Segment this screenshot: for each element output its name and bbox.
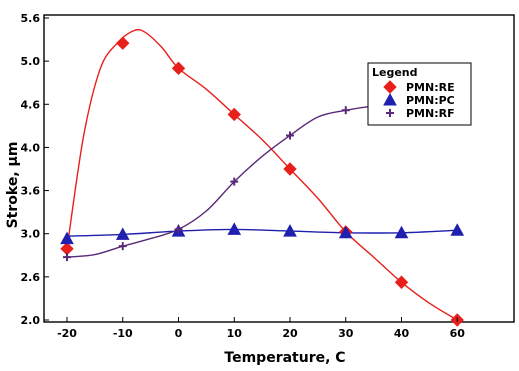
x-axis-label: Temperature, C [224,350,345,366]
data-point-s3-1 [63,253,71,262]
x-axis-ticks: -20 -10 0 10 20 30 40 60 [57,317,465,340]
data-point-s1-5 [283,162,297,176]
y-tick-label: 3.6 [21,185,41,198]
y-axis-ticks: 2.0 2.6 3.0 3.6 4.0 4.6 5.0 5.6 [21,12,49,327]
y-axis-label: Stroke, μm [5,142,21,229]
data-point-s1-4 [227,107,241,122]
x-tick-label: 60 [450,327,466,340]
y-tick-label: 2.6 [21,271,41,284]
data-point-s1-7 [394,275,409,289]
x-tick-label: 20 [282,327,298,340]
y-tick-label: 4.6 [21,98,41,111]
x-tick-label: 40 [394,327,410,340]
data-point-s2-8 [450,223,465,236]
y-tick-label: 2.0 [21,314,41,327]
plot-area-frame [43,14,515,323]
data-point-s2-1 [60,231,74,245]
data-point-s2-4 [227,222,242,235]
legend-label-1: PMN:RE [406,81,455,94]
y-tick-label: 4.0 [21,141,41,154]
data-point-s3-3 [174,225,183,234]
data-point-s2-6 [338,225,353,239]
legend-label-3: PMN:RF [406,107,455,120]
y-tick-label: 5.6 [21,12,41,25]
y-tick-label: 3.0 [21,228,41,241]
y-tick-label: 5.0 [21,55,41,68]
legend-marker-3 [386,109,394,117]
legend-label-2: PMN:PC [406,94,455,107]
data-point-s3-6 [341,106,350,115]
legend-box [367,62,472,126]
x-tick-label: -20 [57,327,77,340]
data-point-s3-5 [286,131,294,140]
data-point-s3-4 [230,177,239,186]
legend-title: Legend [372,66,418,79]
legend-marker-2 [383,92,397,106]
series-line-2 [66,228,458,237]
x-tick-label: 30 [338,327,354,340]
series-markers [60,36,465,327]
data-point-s1-2 [116,36,130,50]
data-point-s2-2 [115,227,130,240]
x-tick-label: 10 [227,327,243,340]
x-tick-label: -10 [113,327,133,340]
data-point-s1-3 [171,61,186,76]
data-point-s2-7 [394,225,409,239]
data-point-s3-2 [118,242,127,251]
data-point-s2-5 [283,224,297,237]
series-line-1 [66,28,458,321]
x-tick-label: 0 [175,327,183,340]
